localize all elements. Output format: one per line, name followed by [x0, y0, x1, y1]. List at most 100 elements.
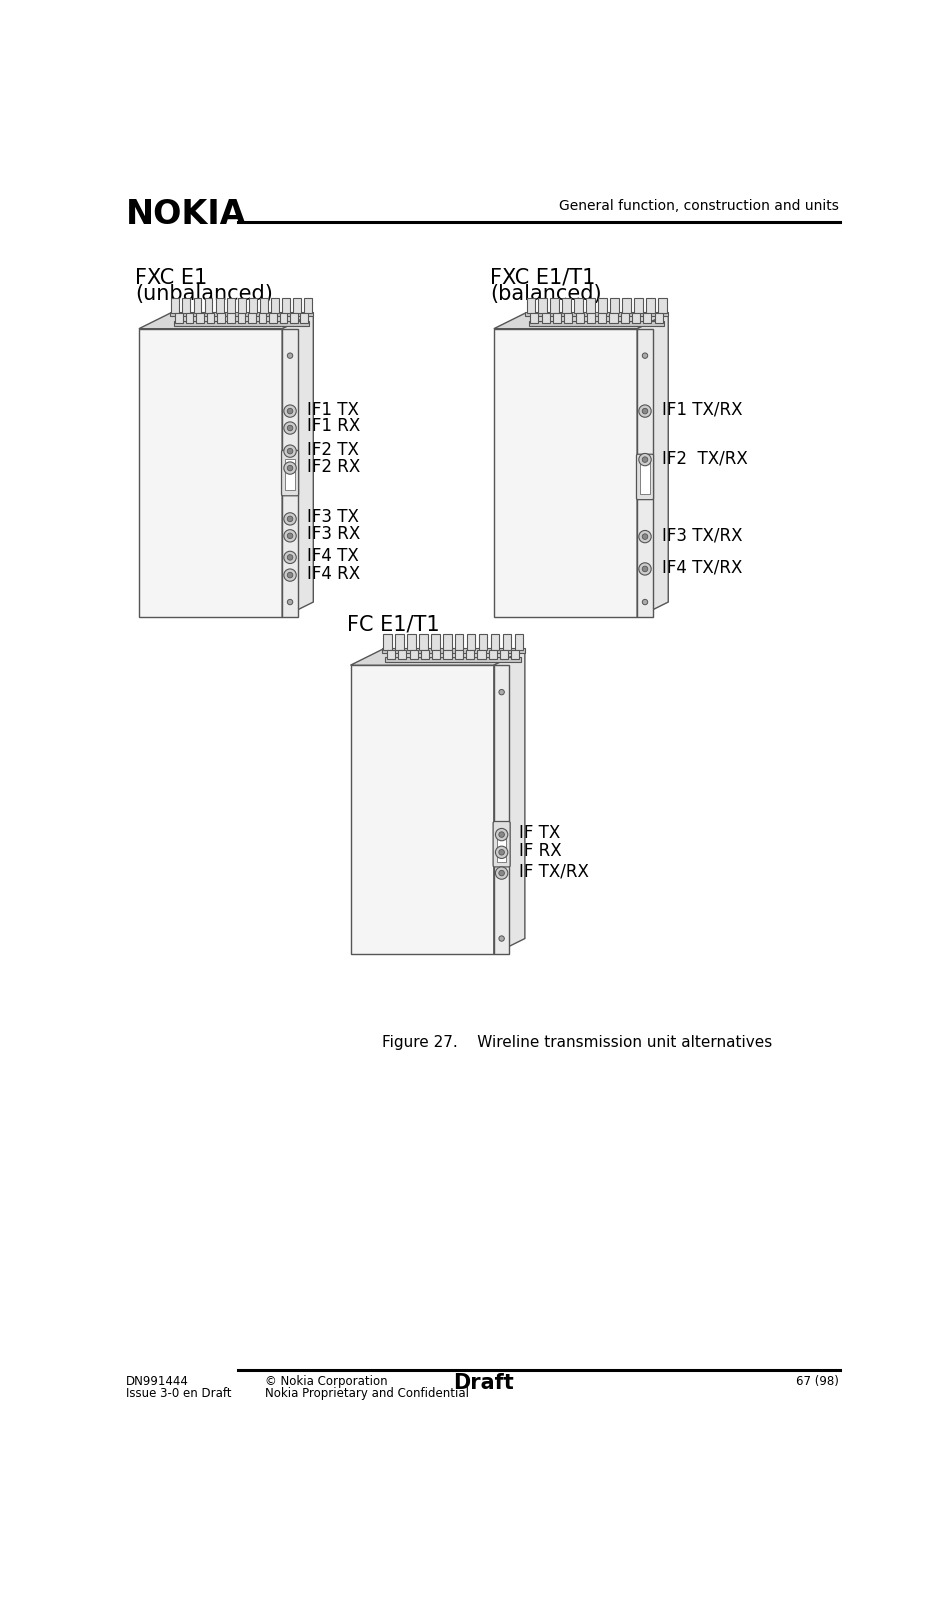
Circle shape [496, 829, 508, 840]
Circle shape [287, 465, 293, 471]
Polygon shape [491, 634, 499, 650]
Circle shape [499, 690, 504, 695]
Polygon shape [432, 650, 440, 660]
Polygon shape [538, 299, 548, 313]
Polygon shape [431, 634, 440, 650]
Text: IF2 RX: IF2 RX [307, 457, 361, 476]
Polygon shape [407, 634, 415, 650]
Polygon shape [494, 329, 637, 618]
Polygon shape [186, 313, 194, 323]
Polygon shape [444, 650, 451, 660]
Circle shape [642, 599, 648, 605]
Text: IF2 TX: IF2 TX [307, 441, 359, 458]
Polygon shape [479, 634, 487, 650]
Polygon shape [563, 299, 571, 313]
Text: IF4 TX/RX: IF4 TX/RX [662, 559, 742, 577]
Polygon shape [574, 299, 583, 313]
Text: IF TX/RX: IF TX/RX [518, 862, 588, 880]
FancyBboxPatch shape [525, 311, 668, 316]
Text: FC E1/T1: FC E1/T1 [346, 615, 439, 634]
Polygon shape [350, 650, 525, 666]
Polygon shape [207, 313, 214, 323]
Text: Figure 27.    Wireline transmission unit alternatives: Figure 27. Wireline transmission unit al… [381, 1035, 772, 1049]
Circle shape [642, 457, 648, 463]
FancyBboxPatch shape [281, 450, 298, 495]
Circle shape [284, 446, 296, 457]
Polygon shape [494, 650, 525, 953]
Circle shape [498, 850, 504, 854]
Circle shape [284, 422, 296, 434]
Polygon shape [205, 299, 212, 313]
Polygon shape [194, 299, 201, 313]
Polygon shape [410, 650, 417, 660]
Circle shape [287, 599, 293, 605]
Text: IF1 RX: IF1 RX [307, 417, 361, 436]
Polygon shape [139, 329, 282, 618]
Polygon shape [228, 313, 235, 323]
Circle shape [284, 406, 296, 417]
Polygon shape [176, 313, 183, 323]
Polygon shape [396, 634, 404, 650]
Circle shape [284, 530, 296, 541]
Circle shape [639, 406, 651, 417]
Polygon shape [383, 634, 392, 650]
Circle shape [499, 936, 504, 941]
Circle shape [642, 567, 648, 572]
Circle shape [284, 569, 296, 581]
Polygon shape [494, 313, 668, 329]
FancyBboxPatch shape [494, 666, 510, 953]
Polygon shape [542, 313, 549, 323]
Polygon shape [531, 313, 538, 323]
Polygon shape [565, 313, 572, 323]
Circle shape [639, 530, 651, 543]
Text: IF3 TX: IF3 TX [307, 508, 359, 527]
Circle shape [642, 353, 648, 358]
Polygon shape [350, 666, 494, 953]
FancyBboxPatch shape [385, 658, 521, 663]
Polygon shape [598, 299, 607, 313]
Polygon shape [139, 313, 313, 329]
Polygon shape [500, 650, 508, 660]
Polygon shape [217, 313, 225, 323]
Polygon shape [553, 313, 561, 323]
FancyBboxPatch shape [529, 321, 665, 326]
Text: IF TX: IF TX [518, 824, 560, 842]
Polygon shape [282, 313, 313, 618]
Polygon shape [443, 634, 451, 650]
Polygon shape [271, 299, 278, 313]
Circle shape [287, 449, 293, 454]
FancyBboxPatch shape [282, 329, 297, 618]
Text: DN991444: DN991444 [126, 1375, 189, 1388]
Polygon shape [419, 634, 428, 650]
FancyBboxPatch shape [636, 454, 653, 500]
Text: IF4 TX: IF4 TX [307, 546, 359, 565]
Circle shape [642, 409, 648, 414]
Circle shape [496, 846, 508, 859]
Polygon shape [658, 299, 666, 313]
Polygon shape [269, 313, 277, 323]
Text: (unbalanced): (unbalanced) [135, 284, 273, 303]
Text: Nokia Proprietary and Confidential: Nokia Proprietary and Confidential [265, 1386, 469, 1399]
Polygon shape [248, 313, 256, 323]
Circle shape [284, 513, 296, 525]
Polygon shape [304, 299, 312, 313]
Polygon shape [654, 313, 663, 323]
Polygon shape [300, 313, 308, 323]
Polygon shape [502, 634, 512, 650]
Circle shape [498, 832, 504, 837]
Polygon shape [227, 299, 234, 313]
Text: FXC E1/T1: FXC E1/T1 [490, 268, 596, 287]
Polygon shape [644, 313, 651, 323]
Text: © Nokia Corporation: © Nokia Corporation [265, 1375, 388, 1388]
Circle shape [496, 867, 508, 880]
Polygon shape [215, 299, 224, 313]
Polygon shape [637, 313, 668, 618]
Circle shape [639, 562, 651, 575]
Polygon shape [279, 313, 287, 323]
Polygon shape [610, 299, 618, 313]
Polygon shape [182, 299, 191, 313]
Circle shape [287, 353, 293, 358]
Text: IF1 TX/RX: IF1 TX/RX [662, 401, 743, 418]
Polygon shape [478, 650, 485, 660]
Polygon shape [290, 313, 297, 323]
